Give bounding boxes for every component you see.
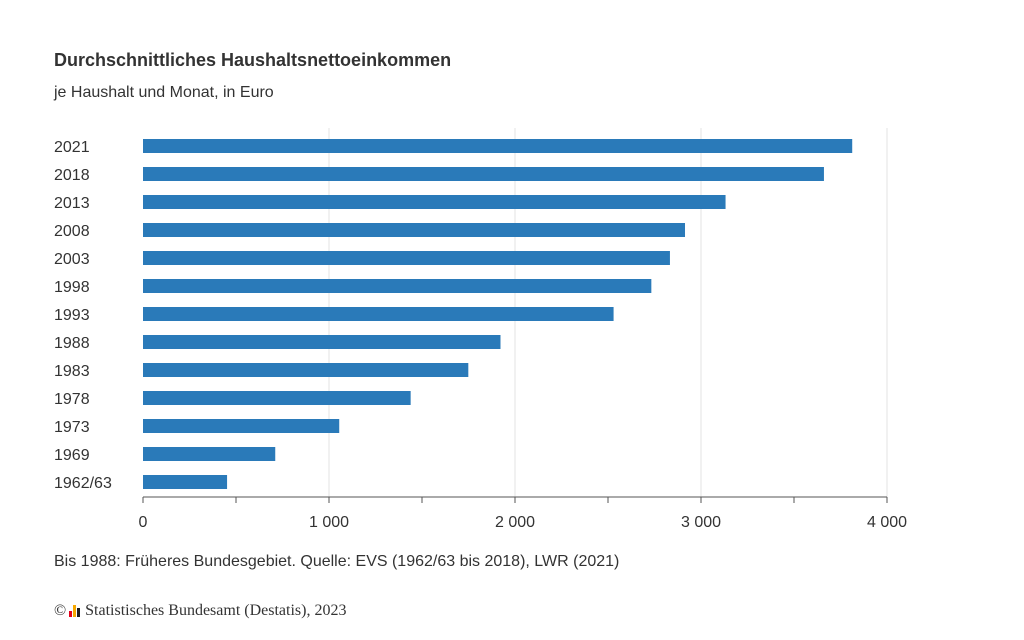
bar (143, 307, 614, 321)
category-label: 2018 (54, 167, 90, 184)
category-label: 2013 (54, 195, 90, 212)
category-label: 1998 (54, 279, 90, 296)
x-tick-label: 0 (139, 514, 148, 531)
category-label: 1993 (54, 307, 90, 324)
category-label: 2021 (54, 139, 90, 156)
bar (143, 335, 501, 349)
copyright-icon: © (54, 602, 67, 619)
bar-chart: 2021 2018 2013 2008 2003 1998 1993 1988 1983 1978… (54, 128, 907, 531)
credit-text: Statistisches Bundesamt (Destatis), 2023 (85, 602, 347, 619)
category-label: 1973 (54, 419, 90, 436)
destatis-logo-icon (69, 605, 81, 617)
x-tick-label: 2 000 (495, 514, 535, 531)
category-label: 1978 (54, 391, 90, 408)
bar (143, 251, 670, 265)
x-tick-label: 3 000 (681, 514, 721, 531)
bar (143, 195, 726, 209)
bar (143, 391, 411, 405)
bar (143, 363, 469, 377)
bar (143, 475, 228, 489)
logo-bar (73, 605, 77, 617)
chart-title: Durchschnittliches Haushaltsnettoeinkomm… (54, 50, 452, 70)
category-labels: 2021 2018 2013 2008 2003 1998 1993 1988 1983 1978… (54, 139, 112, 492)
bar (143, 223, 686, 237)
credit-line: © Statistisches Bundesamt (Destatis), 20… (54, 602, 346, 620)
bar (143, 447, 276, 461)
x-tick-label: 4 000 (867, 514, 907, 531)
bar (143, 419, 340, 433)
category-label: 1988 (54, 335, 90, 352)
category-label: 2008 (54, 223, 90, 240)
category-label: 1983 (54, 363, 90, 380)
logo-bar (69, 611, 73, 617)
category-label: 2003 (54, 251, 90, 268)
logo-bar (77, 608, 81, 617)
bar (143, 139, 853, 153)
x-tick-label: 1 000 (309, 514, 349, 531)
source-note: Bis 1988: Früheres Bundesgebiet. Quelle:… (54, 553, 620, 570)
bars (143, 139, 853, 489)
category-label: 1969 (54, 447, 90, 464)
bar (143, 167, 824, 181)
chart-subtitle: je Haushalt und Monat, in Euro (54, 84, 274, 101)
x-axis: 0 1 000 2 000 3 000 4 000 (139, 496, 907, 531)
bar (143, 279, 652, 293)
category-label: 1962/63 (54, 475, 112, 492)
